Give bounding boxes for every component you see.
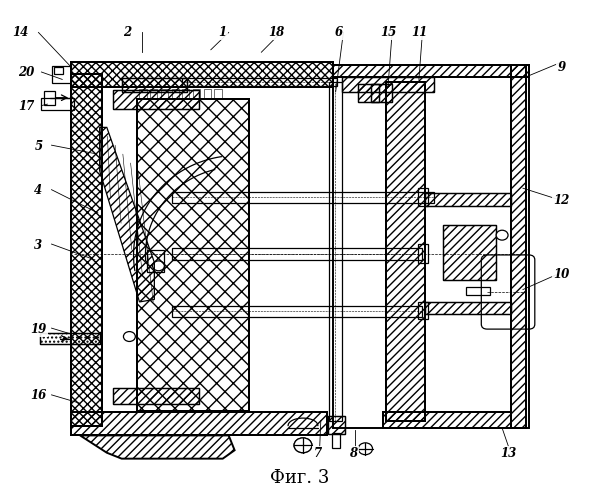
Bar bbox=[146, 250, 164, 272]
Bar bbox=[172, 89, 179, 98]
Text: 1: 1 bbox=[218, 26, 227, 39]
Bar bbox=[466, 286, 490, 296]
Bar bbox=[341, 77, 434, 92]
Text: 20: 20 bbox=[19, 66, 35, 80]
Bar bbox=[511, 64, 526, 428]
Bar bbox=[425, 302, 511, 314]
Bar bbox=[358, 84, 379, 102]
Text: 4: 4 bbox=[34, 184, 43, 197]
Bar bbox=[161, 89, 168, 98]
Bar bbox=[172, 192, 434, 202]
Bar bbox=[113, 388, 199, 404]
Bar bbox=[329, 82, 341, 420]
Bar bbox=[40, 333, 100, 344]
Bar bbox=[418, 244, 428, 263]
Bar bbox=[332, 64, 529, 77]
Bar bbox=[172, 248, 422, 260]
Bar bbox=[193, 89, 200, 98]
Bar bbox=[71, 74, 102, 426]
Bar bbox=[443, 226, 496, 280]
Bar bbox=[203, 89, 211, 98]
Bar bbox=[71, 412, 327, 436]
Bar bbox=[122, 78, 187, 92]
Circle shape bbox=[294, 438, 312, 452]
Text: 11: 11 bbox=[411, 26, 427, 39]
Bar bbox=[71, 412, 327, 436]
Bar bbox=[425, 193, 511, 205]
Bar bbox=[137, 99, 250, 410]
Bar bbox=[137, 99, 250, 410]
Bar bbox=[122, 78, 187, 92]
Text: 12: 12 bbox=[553, 194, 569, 207]
Bar bbox=[71, 62, 332, 87]
Text: 16: 16 bbox=[31, 390, 47, 402]
Bar bbox=[328, 416, 344, 434]
Bar bbox=[44, 92, 55, 105]
Text: 18: 18 bbox=[268, 26, 284, 39]
Bar bbox=[341, 77, 434, 92]
Text: 15: 15 bbox=[380, 26, 396, 39]
Text: Фиг. 3: Фиг. 3 bbox=[271, 470, 329, 488]
Bar bbox=[328, 416, 344, 434]
Text: 13: 13 bbox=[500, 447, 516, 460]
Bar bbox=[332, 64, 529, 77]
Bar bbox=[418, 302, 428, 319]
Text: 5: 5 bbox=[34, 140, 43, 152]
Bar bbox=[52, 66, 71, 83]
Text: 19: 19 bbox=[31, 322, 47, 336]
Bar bbox=[425, 193, 511, 205]
Bar bbox=[41, 98, 74, 110]
Bar bbox=[358, 84, 379, 102]
Bar bbox=[371, 84, 392, 102]
Bar bbox=[214, 89, 221, 98]
Bar bbox=[383, 412, 511, 428]
Bar bbox=[443, 226, 496, 280]
Bar bbox=[332, 433, 340, 448]
Bar bbox=[139, 89, 146, 98]
Circle shape bbox=[358, 443, 373, 454]
Circle shape bbox=[294, 438, 312, 452]
Bar bbox=[371, 84, 392, 102]
Text: 9: 9 bbox=[557, 60, 566, 74]
Text: 6: 6 bbox=[335, 26, 343, 39]
Bar bbox=[386, 82, 425, 420]
Bar bbox=[511, 64, 526, 428]
Bar bbox=[150, 89, 157, 98]
Circle shape bbox=[496, 230, 508, 240]
Bar bbox=[386, 82, 425, 420]
Text: 14: 14 bbox=[13, 26, 29, 39]
Bar bbox=[40, 333, 100, 344]
Text: 7: 7 bbox=[314, 447, 322, 460]
Text: 2: 2 bbox=[124, 26, 131, 39]
Bar bbox=[172, 306, 422, 317]
Bar bbox=[54, 67, 63, 74]
Bar bbox=[113, 90, 199, 109]
Bar bbox=[418, 188, 428, 206]
Text: 8: 8 bbox=[349, 447, 358, 460]
Text: 10: 10 bbox=[553, 268, 569, 281]
Bar bbox=[113, 90, 199, 109]
Bar bbox=[182, 78, 337, 86]
Text: 3: 3 bbox=[34, 238, 43, 252]
Bar bbox=[113, 388, 199, 404]
Text: 17: 17 bbox=[19, 100, 35, 113]
Bar bbox=[71, 62, 332, 87]
Bar bbox=[332, 77, 529, 428]
Bar bbox=[383, 412, 511, 428]
Bar bbox=[71, 74, 102, 426]
Bar bbox=[425, 302, 511, 314]
Bar bbox=[182, 89, 190, 98]
